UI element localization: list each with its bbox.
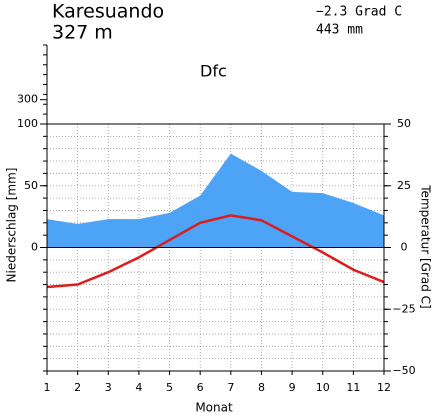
y2-tick-label: 0 bbox=[401, 241, 408, 254]
x-axis-label: Monat bbox=[195, 401, 233, 415]
mean-temperature: −2.3 Grad C bbox=[316, 5, 402, 20]
y-tick-label: 0 bbox=[31, 241, 38, 254]
y-tick-label: 50 bbox=[24, 179, 38, 192]
x-tick-label: 2 bbox=[74, 381, 81, 394]
x-tick-label: 6 bbox=[197, 381, 204, 394]
x-tick-label: 10 bbox=[316, 381, 330, 394]
x-tick-label: 8 bbox=[258, 381, 265, 394]
station-name: Karesuando bbox=[52, 1, 164, 23]
y2-tick-label: −50 bbox=[392, 364, 415, 377]
y2-tick-label: −25 bbox=[392, 302, 415, 315]
y-axis-label: Niederschlag [mm] bbox=[5, 168, 19, 283]
x-tick-label: 3 bbox=[105, 381, 112, 394]
climate-class: Dfc bbox=[200, 62, 227, 81]
x-tick-label: 1 bbox=[44, 381, 51, 394]
x-tick-label: 7 bbox=[227, 381, 234, 394]
elevation: 327 m bbox=[52, 22, 113, 44]
annual-precipitation: 443 mm bbox=[316, 23, 363, 38]
x-tick-label: 4 bbox=[135, 381, 142, 394]
x-tick-label: 9 bbox=[289, 381, 296, 394]
y2-axis-label: Temperatur [Grad C] bbox=[419, 184, 433, 308]
y2-tick-label: 50 bbox=[397, 117, 411, 130]
x-tick-label: 5 bbox=[166, 381, 173, 394]
x-tick-label: 11 bbox=[346, 381, 360, 394]
precipitation-area bbox=[47, 153, 384, 248]
x-tick-label: 12 bbox=[377, 381, 391, 394]
y-tick-label: 100 bbox=[17, 117, 38, 130]
y2-tick-label: 25 bbox=[397, 179, 411, 192]
y-tick-label: 300 bbox=[17, 93, 38, 106]
temperature-line bbox=[46, 214, 385, 289]
